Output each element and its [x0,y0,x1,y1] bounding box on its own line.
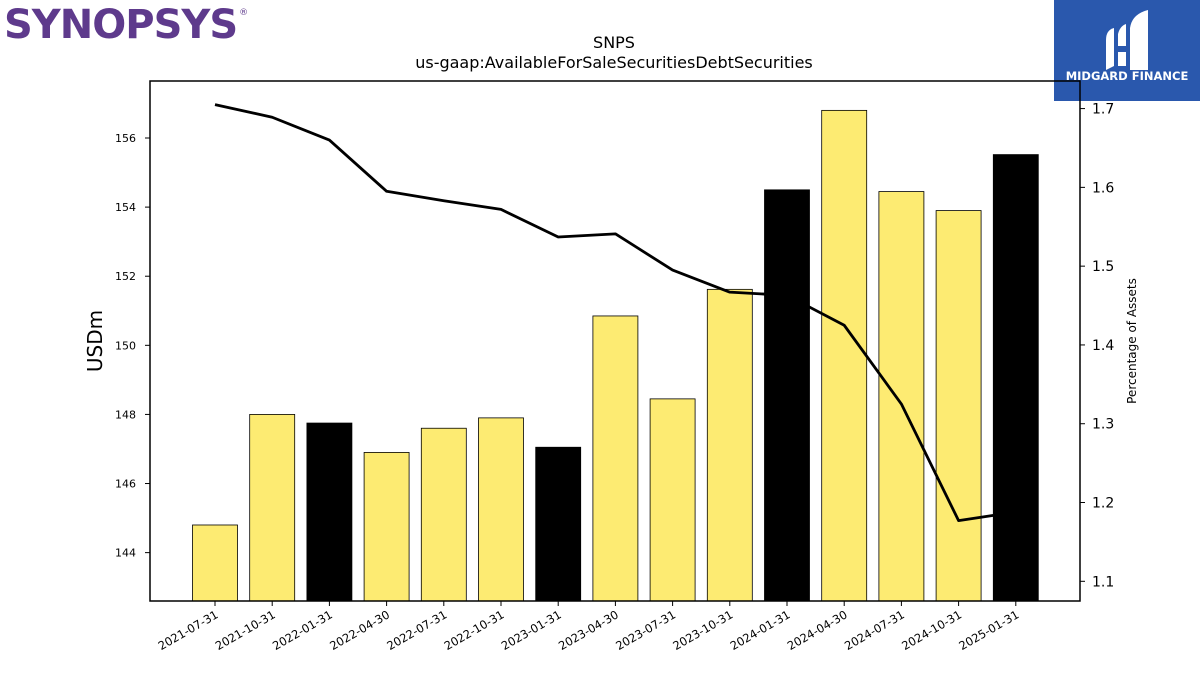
y2-tick-label: 1.5 [1092,259,1114,275]
x-tick-label: 2022-07-31 [384,607,449,653]
x-tick-label: 2022-01-31 [270,607,335,653]
midgard-finance-text: MIDGARD FINANCE [1065,69,1189,83]
y2-tick-label: 1.4 [1092,338,1114,354]
y-tick-label: 144 [115,547,136,560]
y2-tick-label: 1.2 [1092,496,1114,512]
x-tick-label: 2023-04-30 [556,607,621,653]
x-tick-label: 2024-01-31 [728,607,793,653]
chart-subtitle: us-gaap:AvailableForSaleSecuritiesDebtSe… [415,53,813,72]
y-tick-label: 150 [115,339,136,352]
y-tick-label: 156 [115,132,136,145]
x-tick-label: 2024-04-30 [785,607,850,653]
y2-axis-label: Percentage of Assets [1125,278,1139,404]
bar-2023-07-31 [649,398,696,602]
bar-2025-01-31 [992,154,1039,602]
y2-tick-label: 1.3 [1092,417,1114,433]
bar-2022-10-31 [478,417,524,602]
bar-2024-04-30 [821,109,868,602]
x-tick-label: 2023-01-31 [499,607,564,653]
chart-title: SNPS [593,33,635,52]
x-tick-label: 2024-10-31 [899,607,964,653]
x-tick-label: 2021-10-31 [213,607,278,653]
x-tick-label: 2021-07-31 [156,607,221,653]
bar-2022-04-30 [363,452,410,602]
bar-series [192,109,1039,602]
synopsys-logo: SYNOPSYS ® [4,2,248,48]
y-tick-label: 152 [115,270,136,283]
x-tick-label: 2022-10-31 [442,607,507,653]
midgard-finance-logo: MIDGARD FINANCE [1054,0,1200,101]
percentage-of-assets-line [214,103,1017,523]
x-tick-label: 2025-01-31 [956,607,1021,653]
bar-2022-07-31 [420,427,467,602]
bar-2024-07-31 [878,191,925,602]
x-tick-label: 2022-04-30 [327,607,392,653]
bar-2024-10-31 [935,210,982,602]
bar-2021-07-31 [192,524,238,602]
bar-2023-01-31 [535,446,582,602]
bar-2021-10-31 [249,414,296,602]
synopsys-logo-text: SYNOPSYS [4,2,238,48]
y2-tick-label: 1.1 [1092,574,1114,590]
x-tick-label: 2023-10-31 [670,607,735,653]
y-axis-label: USDm [83,310,107,372]
y-tick-label: 148 [115,408,136,421]
bar-2023-04-30 [592,315,639,602]
registered-mark: ® [239,8,248,18]
x-tick-label: 2024-07-31 [842,607,907,653]
y-tick-label: 146 [115,478,136,491]
bar-2023-10-31 [706,288,753,602]
midgard-emblem-icon [1106,10,1148,70]
y2-tick-label: 1.6 [1092,180,1114,196]
line-series [214,103,1017,523]
x-tick-label: 2023-07-31 [613,607,678,653]
y2-tick-label: 1.7 [1092,102,1114,118]
y-tick-label: 154 [115,201,136,214]
bar-2024-01-31 [764,189,810,602]
bar-2022-01-31 [306,422,353,602]
